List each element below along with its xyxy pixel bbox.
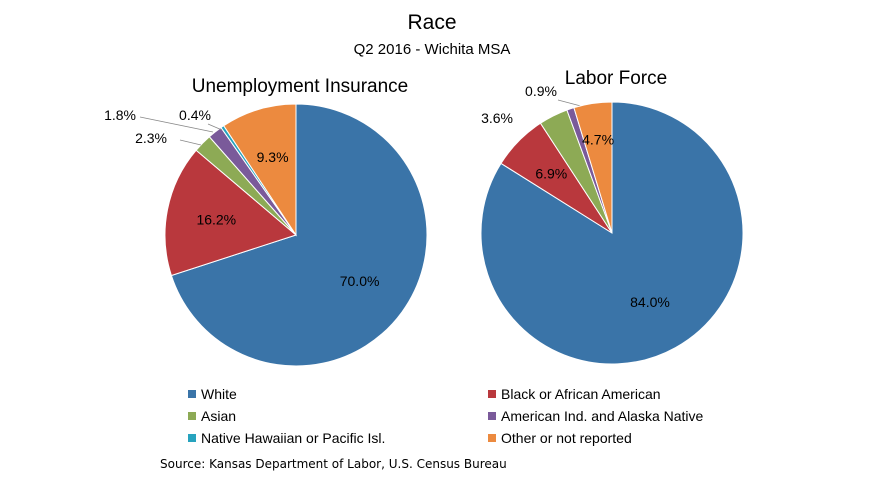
source-note: Source: Kansas Department of Labor, U.S.… (160, 457, 507, 471)
data-label-unemployment-insurance-other-or-not-reported: 9.3% (257, 149, 289, 165)
slice-unemployment-insurance-other-or-not-reported (223, 103, 297, 237)
slice-unemployment-insurance-white (170, 103, 428, 367)
legend-swatch-black-or-african-american (488, 390, 496, 398)
data-label-labor-force-other-or-not-reported: 4.7% (582, 132, 614, 148)
pie-labor-force: 84.0% 6.9% 3.6% 0.9% 4.7% (480, 83, 744, 365)
data-label-labor-force-asian: 3.6% (481, 110, 513, 126)
legend-swatch-other-or-not-reported (488, 434, 496, 442)
slice-labor-force-other-or-not-reported (573, 101, 613, 234)
chart-subtitle: Q2 2016 - Wichita MSA (354, 41, 511, 58)
legend-swatch-asian (188, 412, 196, 420)
data-label-unemployment-insurance-asian: 2.3% (135, 130, 167, 146)
legend-swatch-white (188, 390, 196, 398)
slice-labor-force-white (480, 101, 744, 365)
data-label-labor-force-black-or-african-american: 6.9% (535, 165, 567, 181)
data-label-labor-force-american-ind-and-alaska-native: 0.9% (525, 83, 557, 99)
legend-label-other-or-not-reported: Other or not reported (501, 430, 632, 446)
leader-line-unemployment-insurance-american-ind-and-alaska-native (139, 116, 214, 133)
legend-swatch-native-hawaiian-or-pacific-isl (188, 434, 196, 442)
pie-title-unemployment-insurance: Unemployment Insurance (192, 76, 409, 97)
data-label-unemployment-insurance-white: 70.0% (340, 273, 380, 289)
legend-label-white: White (201, 386, 237, 402)
legend: White Black or African American Asian Ameri… (188, 386, 704, 446)
data-label-unemployment-insurance-native-hawaiian-or-pacific-isl: 0.4% (179, 107, 211, 123)
legend-label-native-hawaiian-or-pacific-isl: Native Hawaiian or Pacific Isl. (201, 430, 385, 446)
legend-label-american-ind-and-alaska-native: American Ind. and Alaska Native (501, 408, 704, 424)
data-label-labor-force-white: 84.0% (630, 294, 670, 310)
pie-title-labor-force: Labor Force (565, 68, 667, 89)
data-label-unemployment-insurance-black-or-african-american: 16.2% (196, 211, 236, 227)
leader-line-unemployment-insurance-native-hawaiian-or-pacific-isl (207, 123, 223, 131)
legend-swatch-american-ind-and-alaska-native (488, 412, 496, 420)
chart-title: Race (407, 11, 456, 34)
leader-line-unemployment-insurance-asian (179, 139, 202, 146)
slice-unemployment-insurance-black-or-african-american (164, 149, 298, 277)
pie-unemployment-insurance: 70.0% 16.2% 2.3% 1.8% 0.4% 9.3% (104, 103, 428, 367)
legend-label-asian: Asian (201, 408, 236, 424)
legend-label-black-or-african-american: Black or African American (501, 386, 661, 402)
data-label-unemployment-insurance-american-ind-and-alaska-native: 1.8% (104, 107, 136, 123)
